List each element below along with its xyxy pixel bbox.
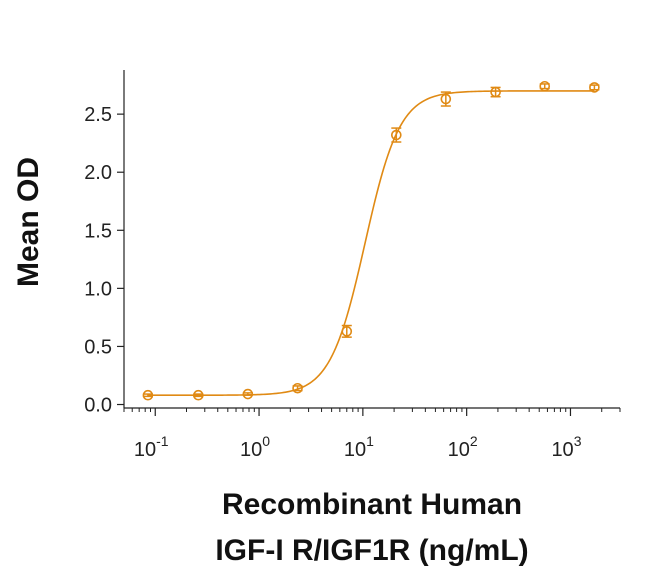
- data-point-marker: [391, 129, 402, 141]
- y-ticks: 0.0 0.5 1.0 1.5 2.0 2.5: [84, 104, 124, 417]
- fit-curve: [147, 90, 595, 397]
- x-ticks: 10-1 100 101 102 103: [123, 408, 621, 461]
- y-tick-label: 1.5: [84, 220, 112, 242]
- fit-curve-layer: [147, 90, 595, 397]
- data-point: [391, 127, 402, 143]
- x-tick-label: 101: [344, 433, 374, 461]
- axes: [123, 70, 620, 409]
- x-tick-exponent: -1: [156, 433, 169, 449]
- x-axis-title-line-1: Recombinant Human: [222, 488, 522, 521]
- data-point: [589, 82, 600, 93]
- y-tick-label: 2.5: [84, 104, 112, 126]
- x-tick-base: 10: [551, 439, 573, 461]
- data-point: [440, 91, 452, 107]
- data-point: [539, 80, 551, 92]
- x-tick-exponent: 3: [574, 433, 582, 449]
- data-point: [193, 389, 204, 401]
- x-tick-base: 10: [134, 439, 156, 461]
- data-point-marker: [341, 326, 353, 337]
- data-point: [341, 324, 353, 338]
- data-points-layer: [142, 80, 600, 401]
- x-tick-base: 10: [448, 439, 470, 461]
- x-tick-base: 10: [240, 439, 262, 461]
- data-point: [490, 86, 501, 98]
- data-point: [142, 389, 154, 401]
- x-tick-exponent: 2: [470, 433, 478, 449]
- data-point-marker: [440, 93, 452, 105]
- x-axis-title-line-2: IGF-I R/IGF1R (ng/mL): [215, 534, 528, 567]
- x-tick-label: 10-1: [134, 433, 169, 461]
- data-point: [292, 382, 303, 394]
- y-tick-label: 0.0: [84, 395, 112, 417]
- x-tick-label: 102: [448, 433, 478, 461]
- data-point-marker: [490, 86, 501, 98]
- y-tick-label: 2.0: [84, 162, 112, 184]
- x-tick-base: 10: [344, 439, 366, 461]
- data-point-marker: [539, 80, 551, 92]
- data-point-marker: [142, 389, 154, 401]
- x-tick-exponent: 0: [262, 433, 270, 449]
- data-point-marker: [242, 388, 254, 400]
- y-axis-title: Mean OD: [12, 157, 45, 287]
- data-point-marker: [589, 82, 600, 93]
- data-point: [242, 388, 254, 400]
- data-point-marker: [193, 389, 204, 401]
- data-point-marker: [292, 382, 303, 394]
- x-tick-label: 100: [240, 433, 270, 461]
- x-tick-label: 103: [551, 433, 581, 461]
- y-tick-label: 0.5: [84, 336, 112, 358]
- y-tick-label: 1.0: [84, 278, 112, 300]
- x-tick-exponent: 1: [366, 433, 374, 449]
